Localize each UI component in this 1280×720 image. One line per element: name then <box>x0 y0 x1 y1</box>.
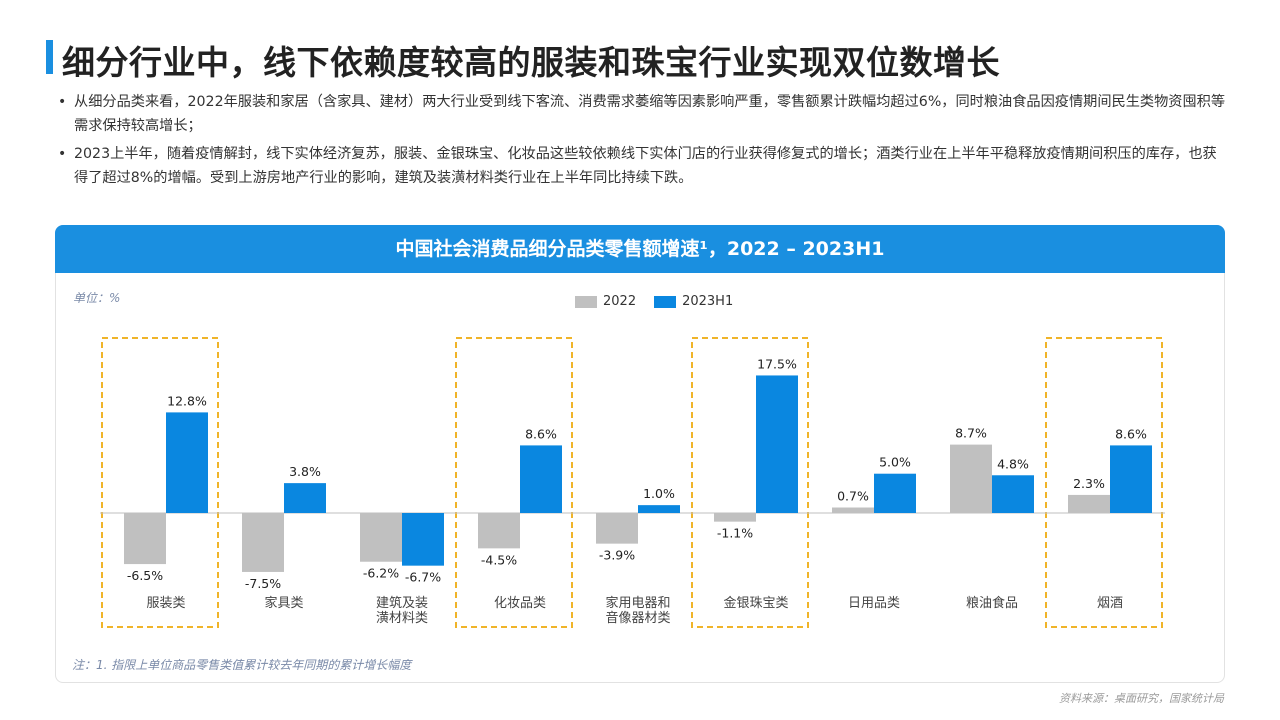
bar-2023h1 <box>874 473 916 513</box>
data-label: -6.7% <box>405 570 441 585</box>
bar-2022 <box>714 513 756 522</box>
bullet-item: • 2023上半年，随着疫情解封，线下实体经济复苏，服装、金银珠宝、化妆品这些较… <box>58 142 1228 190</box>
bar-2023h1 <box>166 412 208 513</box>
chart-panel: 中国社会消费品细分品类零售额增速¹，2022 – 2023H1 <box>55 225 1225 683</box>
highlight-box <box>1045 337 1163 628</box>
legend-swatch-2022 <box>575 295 597 308</box>
data-label: 1.0% <box>643 486 675 501</box>
bullet-text: 2023上半年，随着疫情解封，线下实体经济复苏，服装、金银珠宝、化妆品这些较依赖… <box>74 146 1217 186</box>
legend-label-2022: 2022 <box>603 294 637 309</box>
bar-2023h1 <box>402 513 444 566</box>
data-label: 5.0% <box>879 455 911 470</box>
category-label: 建筑及装 <box>376 595 428 611</box>
highlight-box <box>455 337 573 628</box>
bar-2023h1 <box>284 483 326 513</box>
bar-2022 <box>596 513 638 544</box>
category-label: 音像器材类 <box>605 610 670 626</box>
bar-2022 <box>832 507 874 513</box>
chart-header: 中国社会消费品细分品类零售额增速¹，2022 – 2023H1 <box>55 225 1225 273</box>
data-label: 4.8% <box>997 456 1029 471</box>
footnote: 注：1. 指限上单位商品零售类值累计较去年同期的累计增长幅度 <box>72 658 412 672</box>
data-label: -4.5% <box>481 552 517 567</box>
legend-label-2023h1: 2023H1 <box>682 294 734 309</box>
data-label: -6.2% <box>363 566 399 581</box>
data-label: -7.5% <box>245 576 281 591</box>
data-label: 12.8% <box>167 393 207 408</box>
bullet-item: • 从细分品类来看，2022年服装和家居（含家具、建材）两大行业受到线下客流、消… <box>58 90 1228 138</box>
unit-label: 单位：% <box>73 291 121 305</box>
category-label: 服装类 <box>146 596 185 611</box>
chart-legend: 2022 2023H1 <box>575 294 733 309</box>
bar-2023h1 <box>1110 445 1152 513</box>
data-label: 8.6% <box>1115 426 1147 441</box>
bar-2022 <box>242 513 284 572</box>
bar-2023h1 <box>756 375 798 513</box>
data-label: 8.7% <box>955 426 987 441</box>
bullet-dot-icon: • <box>58 94 67 110</box>
highlight-box <box>691 337 809 628</box>
title-accent-bar <box>46 40 53 74</box>
data-label: 8.6% <box>525 426 557 441</box>
bar-2023h1 <box>638 505 680 513</box>
bar-2022 <box>360 513 402 562</box>
data-label: 0.7% <box>837 488 869 503</box>
bar-2023h1 <box>520 445 562 513</box>
bar-2022 <box>950 444 992 513</box>
category-label: 日用品类 <box>848 596 900 611</box>
category-label: 家用电器和 <box>605 595 670 611</box>
data-label: 17.5% <box>757 356 797 371</box>
highlight-box <box>101 337 219 628</box>
data-label: -1.1% <box>717 526 753 541</box>
bar-2022 <box>478 513 520 549</box>
bar-2023h1 <box>992 475 1034 513</box>
category-label: 化妆品类 <box>494 596 546 611</box>
legend-item-2023h1: 2023H1 <box>654 294 733 309</box>
source-note: 资料来源：桌面研究，国家统计局 <box>1059 692 1224 705</box>
bar-2022 <box>1068 494 1110 513</box>
bullet-list: • 从细分品类来看，2022年服装和家居（含家具、建材）两大行业受到线下客流、消… <box>58 90 1228 194</box>
page-title: 细分行业中，线下依赖度较高的服装和珠宝行业实现双位数增长 <box>62 43 1000 82</box>
bar-2022 <box>124 513 166 565</box>
data-label: 2.3% <box>1073 476 1105 491</box>
category-label: 潢材料类 <box>376 611 428 626</box>
data-label: -3.9% <box>599 548 635 563</box>
data-label: 3.8% <box>289 464 321 479</box>
category-label: 烟酒 <box>1097 596 1123 611</box>
legend-item-2022: 2022 <box>575 294 636 309</box>
bullet-text: 从细分品类来看，2022年服装和家居（含家具、建材）两大行业受到线下客流、消费需… <box>74 94 1226 134</box>
category-label: 粮油食品 <box>966 595 1018 611</box>
legend-swatch-2023h1 <box>654 295 677 308</box>
category-label: 家具类 <box>264 595 303 611</box>
bullet-dot-icon: • <box>58 146 67 162</box>
category-label: 金银珠宝类 <box>723 595 788 611</box>
data-label: -6.5% <box>127 568 163 583</box>
